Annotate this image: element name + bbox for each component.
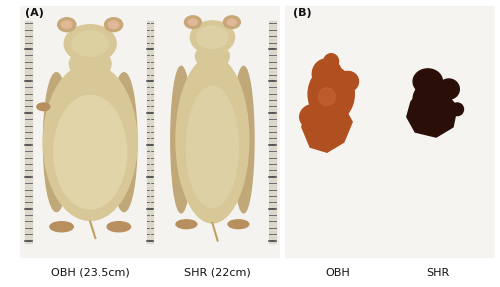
Ellipse shape <box>186 87 238 208</box>
Bar <box>25 21 32 243</box>
Ellipse shape <box>228 19 236 25</box>
Bar <box>147 21 154 243</box>
Ellipse shape <box>171 66 192 213</box>
Text: OBH: OBH <box>325 268 350 278</box>
Ellipse shape <box>188 19 198 25</box>
Ellipse shape <box>308 66 354 122</box>
Ellipse shape <box>70 49 111 79</box>
Ellipse shape <box>111 73 137 212</box>
Ellipse shape <box>228 220 249 229</box>
Ellipse shape <box>107 222 130 232</box>
Text: SHR: SHR <box>426 268 450 278</box>
Ellipse shape <box>72 31 108 56</box>
Ellipse shape <box>224 16 240 28</box>
Ellipse shape <box>318 88 336 106</box>
Ellipse shape <box>196 44 230 69</box>
Ellipse shape <box>44 73 70 212</box>
Ellipse shape <box>300 104 329 129</box>
Ellipse shape <box>338 71 358 92</box>
Ellipse shape <box>176 220 197 229</box>
Bar <box>269 21 276 243</box>
Ellipse shape <box>184 16 202 28</box>
Ellipse shape <box>438 79 460 99</box>
Ellipse shape <box>176 56 249 223</box>
Ellipse shape <box>312 59 342 89</box>
Ellipse shape <box>413 82 451 117</box>
Ellipse shape <box>190 21 234 54</box>
Ellipse shape <box>233 66 254 213</box>
Ellipse shape <box>104 18 122 32</box>
Ellipse shape <box>54 95 127 209</box>
Ellipse shape <box>58 18 76 32</box>
Ellipse shape <box>62 21 72 28</box>
Polygon shape <box>407 92 457 137</box>
Ellipse shape <box>197 26 228 49</box>
Ellipse shape <box>108 21 119 28</box>
Ellipse shape <box>44 64 137 220</box>
Ellipse shape <box>37 103 50 110</box>
Polygon shape <box>302 102 352 152</box>
Ellipse shape <box>451 103 464 116</box>
Text: OBH (23.5cm): OBH (23.5cm) <box>51 268 130 278</box>
Ellipse shape <box>413 69 442 94</box>
Ellipse shape <box>64 25 116 63</box>
Text: (A): (A) <box>25 8 44 18</box>
Text: (B): (B) <box>294 8 312 18</box>
Ellipse shape <box>50 222 74 232</box>
Text: SHR (22cm): SHR (22cm) <box>184 268 251 278</box>
Ellipse shape <box>324 54 338 69</box>
